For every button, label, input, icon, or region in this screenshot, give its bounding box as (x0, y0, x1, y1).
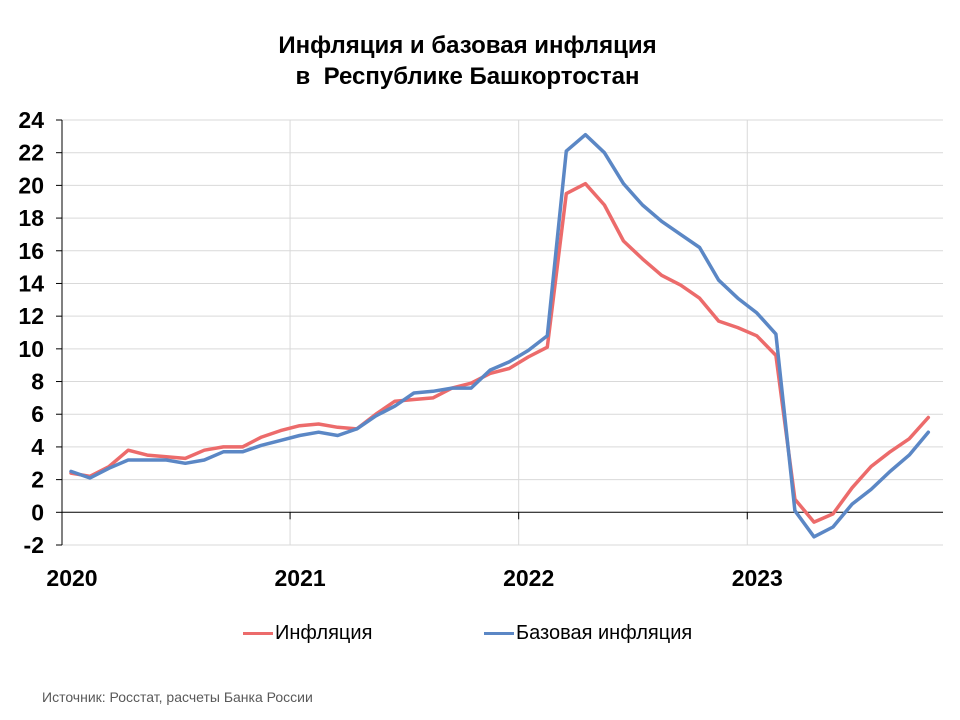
legend-item-inflation: Инфляция (243, 622, 372, 645)
x-tick-label: 2021 (274, 565, 325, 591)
y-tick-label: 12 (18, 303, 44, 329)
y-tick-label: 0 (31, 499, 44, 525)
y-tick-label: 6 (31, 401, 44, 427)
x-tick-label: 2022 (503, 565, 554, 591)
legend-label-core-inflation: Базовая инфляция (516, 622, 693, 644)
y-tick-label: 14 (18, 270, 44, 296)
y-tick-label: 10 (18, 336, 44, 362)
x-axis-tick-labels: 2020 2021 2022 2023 (46, 565, 782, 591)
y-tick-label: 16 (18, 238, 44, 264)
source-note: Источник: Росстат, расчеты Банка России (42, 689, 313, 705)
y-tick-label: 24 (18, 107, 44, 133)
chart-title-line-1: Инфляция и базовая инфляция (278, 32, 657, 59)
y-tick-label: 2 (31, 467, 44, 493)
axis-layer (56, 119, 943, 546)
grid-layer (62, 119, 943, 546)
legend-swatch-inflation (243, 632, 273, 635)
core-inflation-line (69, 132, 931, 539)
y-tick-label: 8 (31, 369, 44, 395)
inflation-line (69, 181, 931, 524)
legend-swatch-core-inflation (484, 632, 514, 635)
series-layer (69, 132, 931, 539)
y-tick-label: -2 (24, 532, 44, 558)
y-tick-label: 18 (18, 205, 44, 231)
x-tick-label: 2023 (732, 565, 783, 591)
legend-item-core-inflation: Базовая инфляция (484, 622, 692, 645)
legend-label-inflation: Инфляция (275, 622, 373, 644)
chart-title-line-2: в Республике Башкортостан (295, 63, 640, 90)
chart-title: Инфляция и базовая инфляция в Республике… (0, 30, 935, 92)
y-tick-label: 22 (18, 140, 44, 166)
y-tick-label: 20 (18, 172, 44, 198)
legend: Инфляция Базовая инфляция (0, 622, 960, 650)
x-tick-label: 2020 (46, 565, 97, 591)
y-tick-label: 4 (31, 434, 44, 460)
